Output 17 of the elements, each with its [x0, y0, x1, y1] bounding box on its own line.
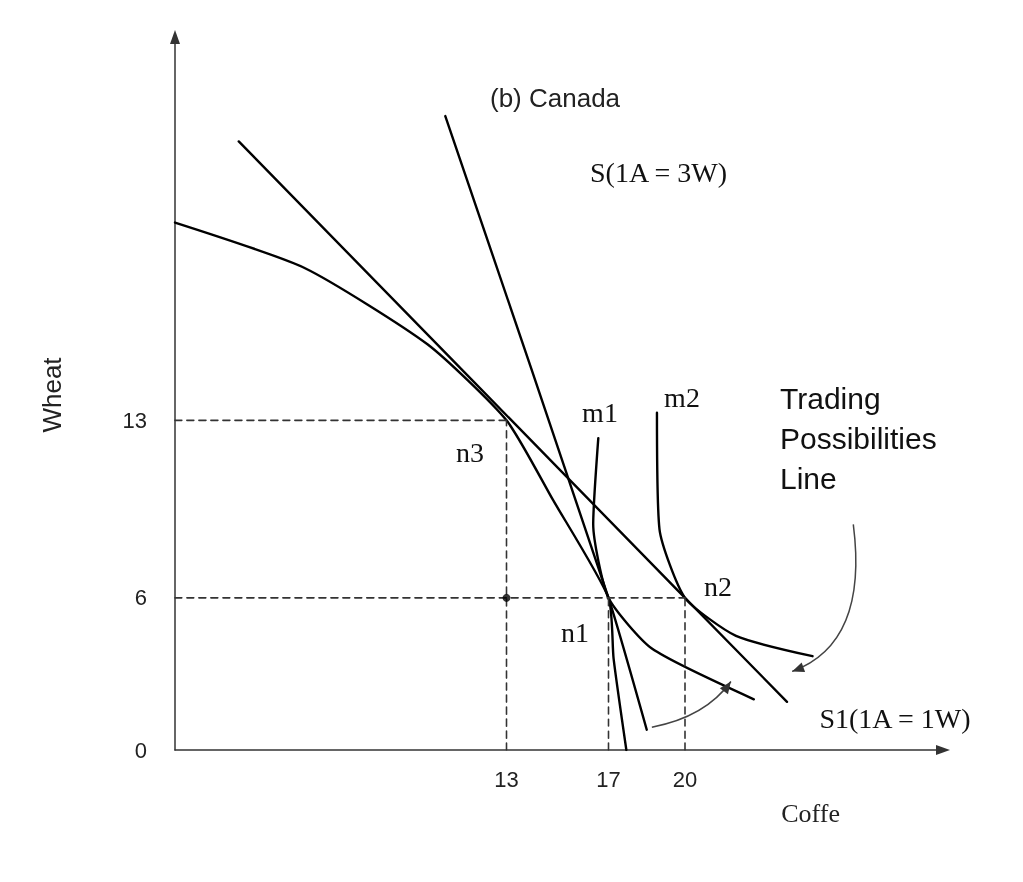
annotation: m2	[664, 381, 700, 413]
x-tick-label: 20	[672, 766, 698, 792]
y-tick-label: 0	[134, 737, 147, 763]
annotation: n2	[704, 570, 732, 602]
x-tick-label: 13	[494, 766, 519, 792]
annotation: Trading Possibilities Line	[780, 381, 946, 495]
annotation: n1	[561, 616, 589, 648]
annotation: S1(1A = 1W)	[819, 702, 971, 734]
x-axis-title: Coffe	[781, 798, 840, 828]
annotation: n3	[456, 436, 484, 468]
annotation: S(1A = 3W)	[590, 156, 728, 188]
text: (b) Canada	[490, 83, 621, 113]
y-tick-label: 6	[134, 585, 147, 611]
y-tick-label: 13	[122, 407, 147, 433]
x-tick-label: 17	[596, 766, 621, 792]
y-axis-title: Wheat	[37, 356, 67, 433]
annotation: m1	[582, 396, 618, 428]
